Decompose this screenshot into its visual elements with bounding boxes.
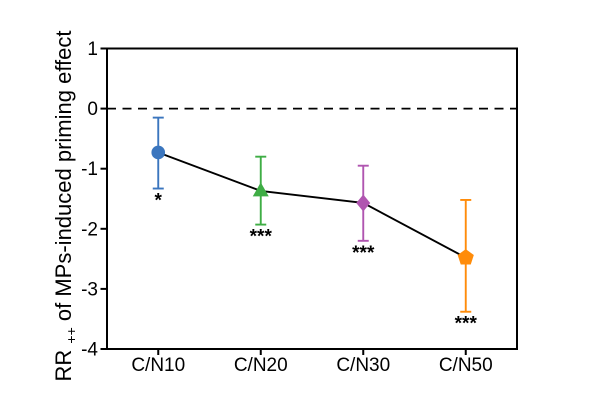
significance-label: *** bbox=[455, 314, 478, 335]
y-tick-label: -4 bbox=[81, 340, 98, 361]
y-tick-label: 0 bbox=[87, 99, 98, 120]
y-axis-title: RR ++ of MPs-induced priming effect bbox=[51, 30, 81, 381]
y-axis-title-subscript: ++ bbox=[63, 327, 79, 343]
y-tick-label: 1 bbox=[87, 39, 98, 60]
y-tick-label: -1 bbox=[81, 159, 98, 180]
y-axis-title-prefix: RR bbox=[51, 350, 76, 382]
data-marker-pentagon bbox=[457, 249, 474, 265]
significance-label: *** bbox=[352, 243, 375, 264]
significance-label: * bbox=[155, 191, 163, 212]
data-line bbox=[157, 151, 467, 259]
data-marker-triangle bbox=[252, 182, 269, 197]
x-tick-label: C/N30 bbox=[336, 355, 390, 376]
plot-frame bbox=[106, 47, 518, 350]
x-tick-label: C/N20 bbox=[234, 355, 288, 376]
y-axis-title-rest: of MPs-induced priming effect bbox=[51, 30, 76, 321]
significance-label: *** bbox=[250, 227, 273, 248]
plot-area: 10-1-2-3-4C/N10 C/N20 C/N30 C/N50********** bbox=[81, 39, 518, 376]
x-tick-label: C/N10 bbox=[131, 355, 185, 376]
x-tick-label: C/N50 bbox=[439, 355, 493, 376]
data-marker-diamond bbox=[356, 194, 371, 212]
y-tick-label: -2 bbox=[81, 219, 98, 240]
data-marker-circle bbox=[151, 145, 166, 160]
y-tick-label: -3 bbox=[81, 279, 98, 300]
